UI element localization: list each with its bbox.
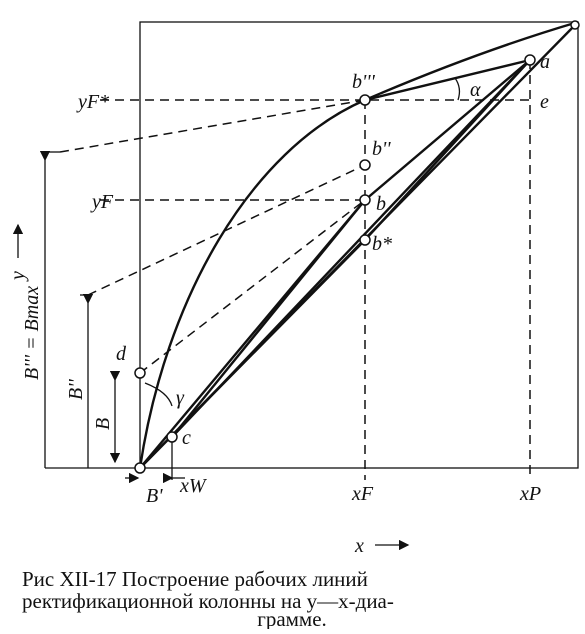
label: d [116,343,127,365]
plot [12,20,580,551]
line [139,239,366,469]
point [166,431,178,443]
label: xF [351,483,374,505]
label: B' [146,485,163,507]
angle-arc [454,77,461,101]
point [524,54,536,66]
dashed [87,164,366,296]
label: b'' [372,138,391,160]
caption-line: ректификационной колонны на y—x-диа- [22,589,394,613]
line [364,58,531,102]
label: y [7,271,29,282]
label: xP [519,483,541,505]
angle-arc [144,382,173,407]
caption-line: грамме. [257,607,327,629]
label: e [540,91,549,113]
frame [139,21,579,469]
label: c [182,427,191,449]
label: yF [90,191,114,213]
labels: yF* b''' α a e b'' yF b b* d c xW xF xP … [7,51,550,557]
label: b''' [352,71,376,93]
points [134,20,580,474]
point [570,20,580,30]
label: α [470,79,481,101]
dashed [59,99,366,153]
caption: Рис XII-17 Построение рабочих линий рект… [22,567,394,631]
label: xW [179,475,208,497]
caption-line: Рис XII-17 Построение рабочих линий [22,567,368,591]
point [359,194,371,206]
label: γ [176,387,185,409]
line [139,199,366,469]
label: B''' = Bmax [21,286,43,380]
label: b [376,193,386,215]
label: yF* [76,91,109,113]
label: B [92,418,114,430]
line [364,59,531,201]
equilibrium-curve [138,20,579,469]
label: B'' [65,379,87,400]
dashed [139,199,366,374]
point [359,94,371,106]
point [359,159,371,171]
point [359,234,371,246]
point [134,367,146,379]
label: b* [372,233,392,255]
point [134,462,146,474]
label: x [354,535,364,557]
label: a [540,51,550,73]
